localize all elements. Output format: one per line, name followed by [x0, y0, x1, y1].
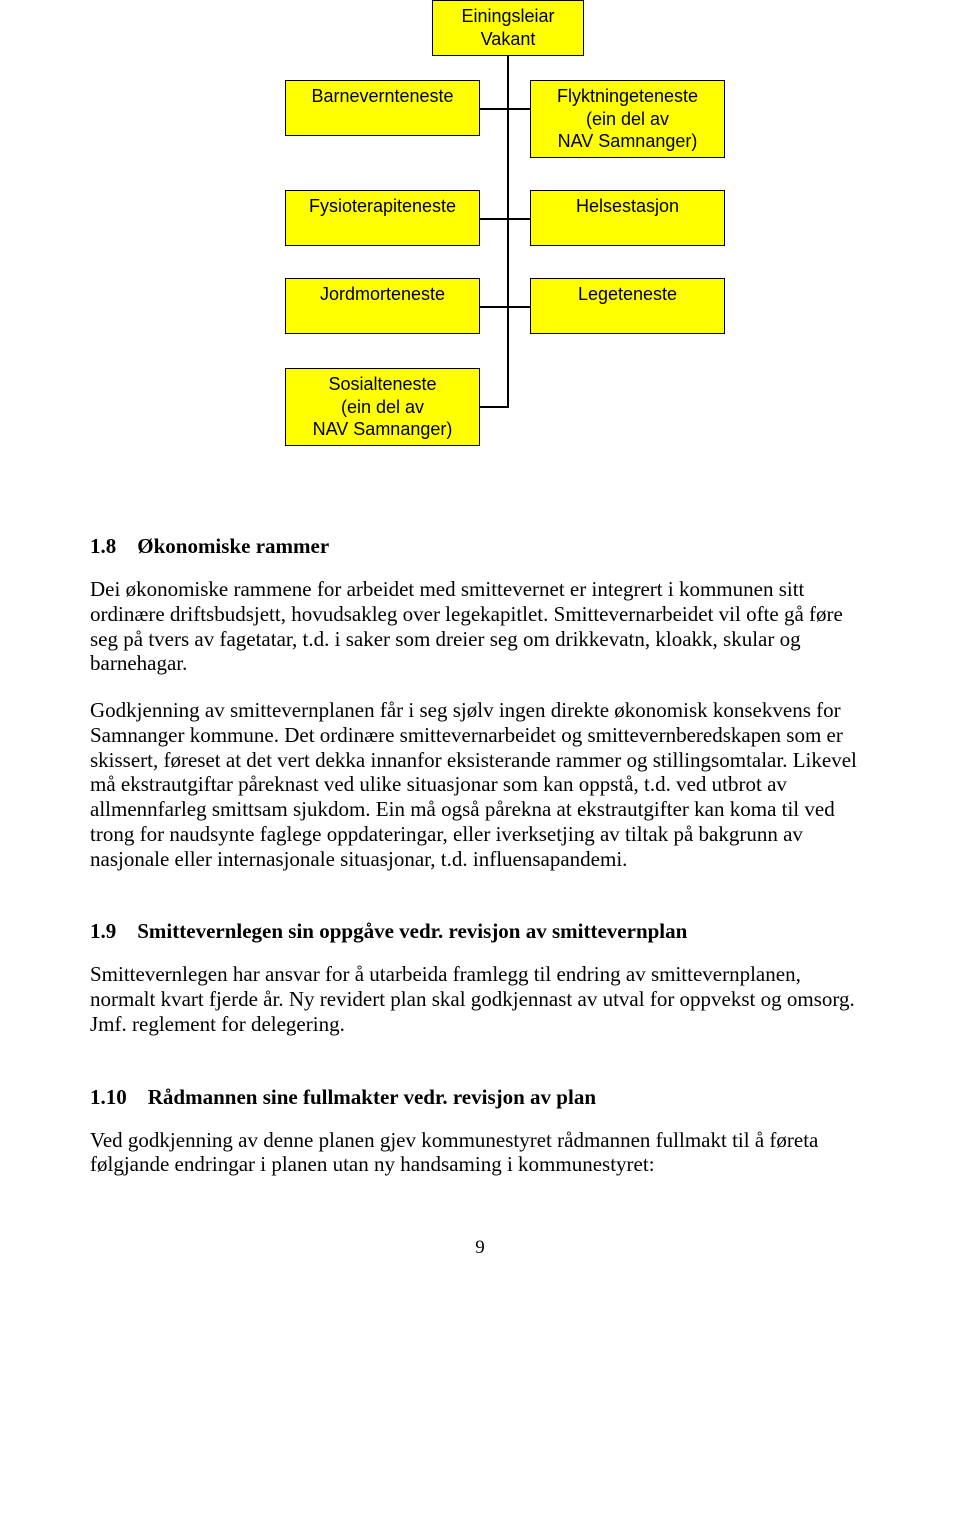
org-node-label: Helsestasjon — [576, 195, 679, 218]
section-1-8-p2: Godkjenning av smittevernplanen får i se… — [90, 698, 870, 871]
section-num: 1.9 — [90, 919, 116, 943]
org-node-helse: Helsestasjon — [530, 190, 725, 246]
org-node-flykt: Flyktningeteneste (ein del av NAV Samnan… — [530, 80, 725, 158]
org-node-jord: Jordmorteneste — [285, 278, 480, 334]
org-node-label: Einingsleiar Vakant — [461, 5, 554, 50]
section-1-8-p1: Dei økonomiske rammene for arbeidet med … — [90, 577, 870, 676]
page-number: 9 — [90, 1237, 870, 1259]
section-title: Økonomiske rammer — [137, 534, 329, 558]
org-node-label: Sosialteneste (ein del av NAV Samnanger) — [313, 373, 453, 441]
edge-branch-left — [480, 306, 509, 308]
org-node-barnev: Barnevernteneste — [285, 80, 480, 136]
org-node-fysio: Fysioterapiteneste — [285, 190, 480, 246]
edge-branch-left — [480, 406, 509, 408]
edge-branch-right — [507, 108, 530, 110]
section-1-10-p1: Ved godkjenning av denne planen gjev kom… — [90, 1128, 870, 1178]
section-title: Smittevernlegen sin oppgåve vedr. revisj… — [137, 919, 687, 943]
edge-branch-right — [507, 306, 530, 308]
edge-branch-left — [480, 108, 509, 110]
section-num: 1.8 — [90, 534, 116, 558]
section-1-9-heading: 1.9 Smittevernlegen sin oppgåve vedr. re… — [90, 919, 870, 944]
section-1-9-p1: Smittevernlegen har ansvar for å utarbei… — [90, 962, 870, 1036]
org-node-label: Fysioterapiteneste — [309, 195, 456, 218]
org-chart: Einingsleiar Vakant Barnevernteneste Flykt… — [90, 0, 870, 500]
org-node-root: Einingsleiar Vakant — [432, 0, 584, 56]
edge-branch-right — [507, 218, 530, 220]
edge-branch-left — [480, 218, 509, 220]
org-node-sosial: Sosialteneste (ein del av NAV Samnanger) — [285, 368, 480, 446]
org-node-label: Jordmorteneste — [320, 283, 445, 306]
org-node-label: Flyktningeteneste (ein del av NAV Samnan… — [557, 85, 698, 153]
section-1-8-heading: 1.8 Økonomiske rammer — [90, 534, 870, 559]
section-1-10-heading: 1.10 Rådmannen sine fullmakter vedr. rev… — [90, 1085, 870, 1110]
org-node-lege: Legeteneste — [530, 278, 725, 334]
document-body: 1.8 Økonomiske rammer Dei økonomiske ram… — [0, 534, 960, 1299]
org-node-label: Legeteneste — [578, 283, 677, 306]
section-num: 1.10 — [90, 1085, 127, 1109]
org-node-label: Barnevernteneste — [311, 85, 453, 108]
section-title: Rådmannen sine fullmakter vedr. revisjon… — [148, 1085, 596, 1109]
